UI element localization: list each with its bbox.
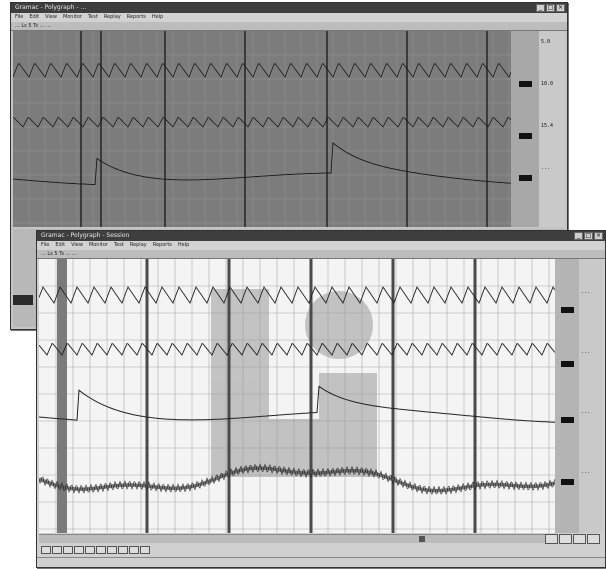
readout-panel: 5.0 10.0 15.4 ... (539, 31, 565, 227)
readout-2: ... (581, 349, 591, 355)
nav-first-button[interactable] (545, 534, 558, 544)
menu-bar: File Edit View Monitor Test Replay Repor… (37, 241, 605, 250)
gsr-trace (13, 142, 511, 185)
button-5[interactable] (85, 546, 95, 554)
gsr-trace (39, 385, 555, 423)
toolbar: ... Ls 5 Ts ... ... (37, 250, 605, 259)
button-10[interactable] (140, 546, 150, 554)
menu-bar: File Edit View Monitor Test Replay Repor… (11, 13, 567, 22)
menu-replay[interactable]: Replay (129, 242, 147, 248)
grid (13, 31, 511, 227)
button-4[interactable] (74, 546, 84, 554)
menu-edit[interactable]: Edit (29, 14, 40, 20)
toolbar: ... Ls 5 Ts ... ... (11, 22, 567, 31)
polygraph-traces (13, 31, 511, 227)
readout-3: ... (581, 409, 591, 415)
front-window: Gramac - Polygraph - Session _ □ × File … (36, 230, 606, 568)
polygraph-traces (39, 259, 555, 533)
pneumo-lower-trace (13, 117, 511, 128)
maximize-icon[interactable]: □ (584, 232, 593, 240)
menu-edit[interactable]: Edit (55, 242, 66, 248)
window-title: Gramac - Polygraph - Session (41, 232, 130, 239)
menu-test[interactable]: Test (113, 242, 124, 248)
window-title: Gramac - Polygraph - ... (15, 4, 87, 11)
channel-scale-strip[interactable] (511, 31, 539, 227)
horizontal-scrollbar[interactable] (39, 534, 555, 543)
nav-prev-button[interactable] (559, 534, 572, 544)
title-bar: Gramac - Polygraph - ... _ □ × (11, 3, 567, 13)
minimize-icon[interactable]: _ (536, 4, 545, 12)
channel-marker-1[interactable] (519, 81, 532, 87)
control-buttons (41, 546, 151, 554)
readout-1: 5.0 (541, 39, 551, 45)
menu-file[interactable]: File (41, 242, 50, 248)
overlay-logo (211, 289, 377, 477)
readout-4: ... (541, 165, 551, 171)
nav-last-button[interactable] (587, 534, 600, 544)
channel-marker-2[interactable] (519, 133, 532, 139)
menu-view[interactable]: View (45, 14, 57, 20)
menu-reports[interactable]: Reports (126, 14, 146, 20)
button-2[interactable] (52, 546, 62, 554)
channel-marker-4[interactable] (561, 479, 574, 485)
button-3[interactable] (63, 546, 73, 554)
readout-1: ... (581, 289, 591, 295)
chart-area[interactable] (13, 31, 511, 227)
menu-help[interactable]: Help (151, 14, 164, 20)
button-1[interactable] (41, 546, 51, 554)
menu-monitor[interactable]: Monitor (62, 14, 82, 20)
readout-2: 10.0 (541, 81, 554, 87)
readout-4: ... (581, 469, 591, 475)
maximize-icon[interactable]: □ (546, 4, 555, 12)
readout-panel: ... ... ... ... (579, 259, 603, 533)
channel-marker-2[interactable] (561, 361, 574, 367)
minimize-icon[interactable]: _ (574, 232, 583, 240)
pneumo-upper-trace (13, 62, 511, 78)
toolbar-text: ... Ls 5 Ts ... ... (41, 251, 77, 257)
pneumo-lower-trace (39, 343, 555, 356)
nav-next-button[interactable] (573, 534, 586, 544)
chart-area[interactable] (39, 259, 555, 533)
menu-reports[interactable]: Reports (152, 242, 172, 248)
grid (39, 259, 555, 533)
panel-icon[interactable] (13, 295, 33, 305)
menu-monitor[interactable]: Monitor (88, 242, 108, 248)
nav-buttons (545, 534, 601, 544)
button-8[interactable] (118, 546, 128, 554)
close-icon[interactable]: × (594, 232, 603, 240)
menu-help[interactable]: Help (177, 242, 190, 248)
menu-view[interactable]: View (71, 242, 83, 248)
pneumo-upper-trace (39, 286, 555, 304)
menu-test[interactable]: Test (87, 14, 98, 20)
channel-marker-1[interactable] (561, 307, 574, 313)
button-9[interactable] (129, 546, 139, 554)
menu-replay[interactable]: Replay (103, 14, 121, 20)
channel-marker-3[interactable] (561, 417, 574, 423)
close-icon[interactable]: × (556, 4, 565, 12)
status-bar (37, 557, 605, 567)
channel-scale-strip[interactable] (555, 259, 579, 533)
cardio-trace-detail (39, 463, 555, 495)
button-6[interactable] (96, 546, 106, 554)
readout-3: 15.4 (541, 123, 554, 129)
scroll-thumb[interactable] (419, 536, 425, 542)
left-marker-band (57, 259, 67, 533)
title-bar: Gramac - Polygraph - Session _ □ × (37, 231, 605, 241)
event-bars (80, 31, 488, 227)
channel-marker-3[interactable] (519, 175, 532, 181)
menu-file[interactable]: File (15, 14, 24, 20)
toolbar-text: ... Ls 5 Ts ... ... (15, 23, 51, 29)
button-7[interactable] (107, 546, 117, 554)
event-bars (145, 259, 477, 533)
